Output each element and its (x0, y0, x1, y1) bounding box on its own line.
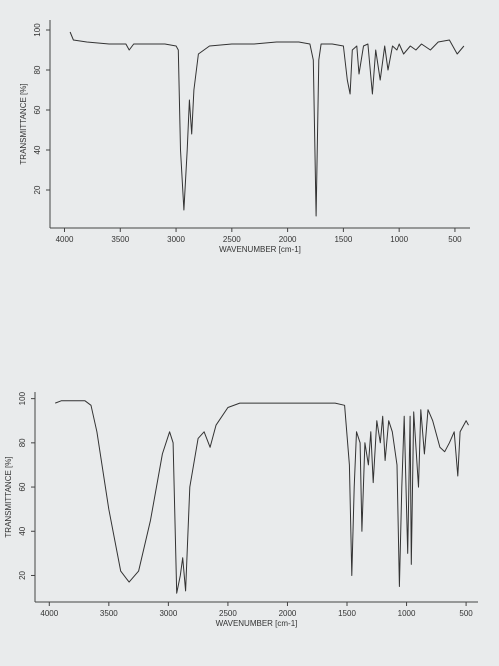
spectrum-line (55, 400, 469, 594)
x-axis-label: WAVENUMBER [cm-1] (216, 619, 298, 628)
y-tick-label: 60 (18, 482, 27, 491)
x-tick-label: 2500 (223, 235, 241, 244)
y-tick-label: 20 (18, 570, 27, 579)
x-tick-label: 3500 (111, 235, 129, 244)
x-tick-label: 2000 (279, 609, 297, 618)
y-tick-label: 80 (33, 65, 42, 74)
y-tick-label: 40 (33, 145, 42, 154)
y-tick-label: 80 (18, 438, 27, 447)
x-tick-label: 500 (448, 235, 462, 244)
x-tick-label: 3000 (159, 609, 177, 618)
x-tick-label: 3500 (100, 609, 118, 618)
x-tick-label: 3000 (167, 235, 185, 244)
y-tick-label: 100 (18, 391, 27, 405)
x-tick-label: 500 (459, 609, 473, 618)
spectrum-line (69, 31, 465, 217)
y-tick-label: 40 (18, 526, 27, 535)
x-axis-label: WAVENUMBER [cm-1] (219, 245, 301, 254)
x-tick-label: 1500 (334, 235, 352, 244)
x-tick-label: 4000 (40, 609, 58, 618)
x-tick-label: 1500 (338, 609, 356, 618)
x-tick-label: 2000 (279, 235, 297, 244)
x-tick-label: 4000 (56, 235, 74, 244)
x-tick-label: 1000 (390, 235, 408, 244)
y-tick-label: 20 (33, 185, 42, 194)
x-tick-label: 2500 (219, 609, 237, 618)
y-tick-label: 100 (33, 23, 42, 37)
y-tick-label: 60 (33, 105, 42, 114)
x-tick-label: 1000 (398, 609, 416, 618)
y-axis-label: TRANSMITTANCE [%] (19, 83, 28, 164)
y-axis-label: TRANSMITTANCE [%] (4, 456, 13, 537)
